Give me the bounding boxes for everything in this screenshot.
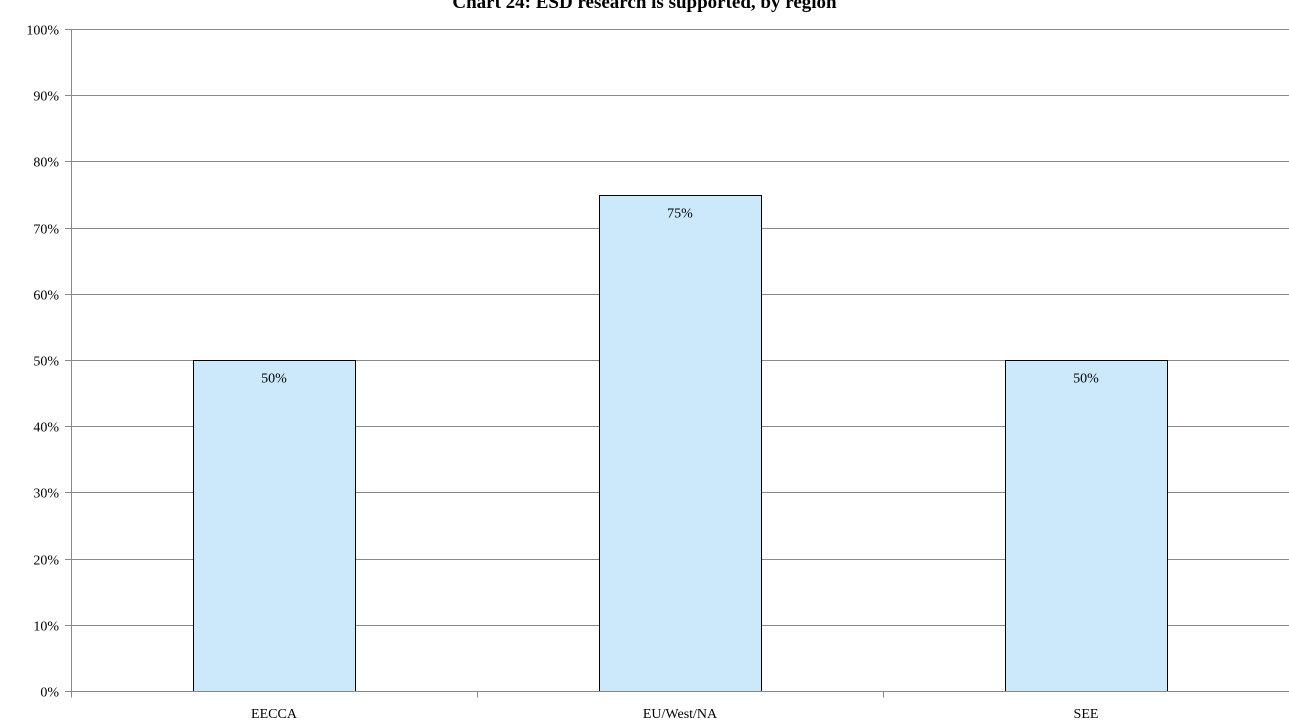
y-tick-label: 10%: [33, 620, 59, 635]
axes: [71, 29, 1289, 698]
data-label: 75%: [667, 207, 693, 222]
data-label: 50%: [261, 372, 287, 387]
bar: [599, 195, 762, 692]
y-tick-label: 50%: [33, 355, 59, 370]
x-tick-label: SEE: [1074, 707, 1099, 722]
data-label: 50%: [1073, 372, 1099, 387]
y-tick-label: 80%: [33, 156, 59, 171]
chart-title: Chart 24: ESD research is supported, by …: [452, 0, 837, 13]
bar: [1005, 360, 1168, 692]
y-tick-label: 90%: [33, 90, 59, 105]
bars: [193, 195, 1168, 692]
bar: [193, 360, 356, 692]
labels: 0% 10% 20% 30% 40% 50% 60% 70% 80% 90% 100% 50% EECC…: [26, 24, 1099, 723]
y-tick-label: 20%: [33, 554, 59, 569]
y-tick-label: 100%: [26, 24, 59, 39]
y-tick-label: 70%: [33, 223, 59, 238]
y-tick-label: 30%: [33, 487, 59, 502]
y-tick-label: 40%: [33, 421, 59, 436]
y-tick-label: 0%: [40, 686, 59, 701]
y-tick-label: 60%: [33, 289, 59, 304]
x-tick-label: EU/West/NA: [643, 707, 718, 722]
x-tick-label: EECCA: [251, 707, 298, 722]
